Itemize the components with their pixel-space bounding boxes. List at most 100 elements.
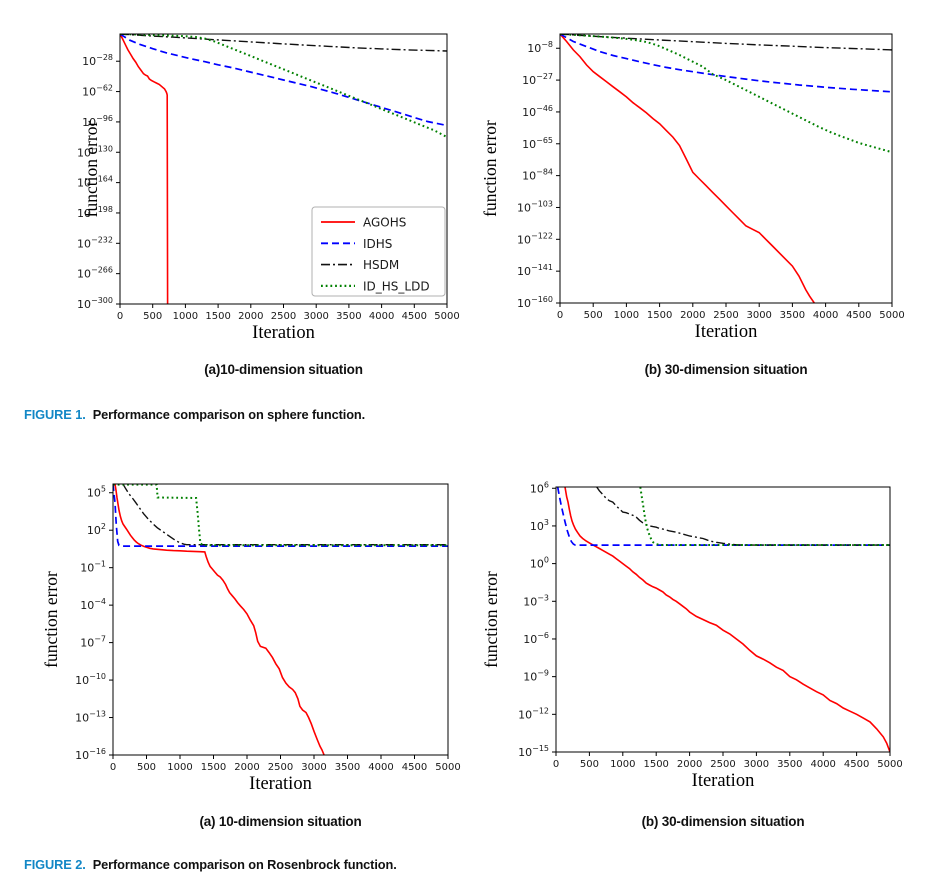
y-tick-label: 10−27 [522,72,553,87]
y-tick-label: 10−65 [522,136,553,151]
series-IDHS-line [120,34,447,127]
legend: AGOHS IDHS HSDM ID_HS_LDD [311,206,446,297]
x-tick-label: 4000 [810,759,835,770]
series-HSDM-line [596,487,890,546]
x-tick-label: 1500 [643,759,668,770]
series-ID_HS_LDD-line [120,34,447,138]
series-IDHS-line [560,34,892,93]
x-tick-label: 4000 [813,310,838,321]
series-AGOHS-line [560,34,815,303]
legend-box [311,206,446,297]
x-tick-label: 0 [110,762,116,773]
y-tick-label: 102 [87,522,106,537]
subcaption-fig1-a: (a)10-dimension situation [204,362,363,377]
x-tick-label: 1500 [647,310,672,321]
y-axis-label: function error [41,571,61,668]
series-HSDM-line [120,34,447,52]
x-tick-label: 4000 [369,311,394,322]
x-tick-label: 4500 [402,762,427,773]
figure1-caption-text: Performance comparison on sphere functio… [92,407,366,422]
x-axis-label: Iteration [249,774,312,794]
subcaption-fig1-b: (b) 30-dimension situation [644,362,808,377]
x-tick-label: 500 [584,310,603,321]
y-tick-label: 103 [530,518,549,533]
x-tick-label: 3000 [746,310,771,321]
legend-label-AGOHS: AGOHS [363,216,406,230]
y-tick-label: 106 [530,480,549,495]
y-tick-label: 10−300 [77,296,113,311]
x-axis-label: Iteration [695,322,758,342]
x-tick-label: 2500 [710,759,735,770]
x-tick-label: 2000 [680,310,705,321]
y-tick-label: 105 [87,485,106,500]
chart-rosenbrock-30d: 106 103 100 10−3 10−6 10−9 10−12 10−15 0 500 1000 1… [481,480,903,791]
series-HSDM-line [560,34,892,51]
y-axis-label: function error [481,571,501,668]
figure2-caption-text: Performance comparison on Rosenbrock fun… [92,857,397,872]
x-tick-label: 500 [143,311,162,322]
y-tick-label: 10−141 [517,263,553,278]
x-tick-label: 5000 [434,311,459,322]
x-tick-label: 2000 [238,311,263,322]
x-axis-label: Iteration [252,323,315,343]
y-axis-label: function error [480,120,500,217]
series-ID_HS_LDD-line [639,487,890,546]
x-tick-label: 4000 [368,762,393,773]
x-tick-label: 3000 [301,762,326,773]
legend-label-IDHS: IDHS [363,237,392,251]
x-tick-label: 500 [580,759,599,770]
y-tick-label: 10−103 [517,199,553,214]
chart-rosenbrock-10d: 105 102 10−1 10−4 10−7 10−10 10−13 10−16 0 500 100… [41,483,461,794]
subcaption-fig2-b: (b) 30-dimension situation [641,814,805,829]
chart-sphere-30d: 10−8 10−27 10−46 10−65 10−84 10−103 10−122 10−1… [480,33,905,342]
y-tick-label: 10−46 [522,104,553,119]
figure2-caption-label: FIGURE 2. [24,857,86,872]
axes-box [555,486,891,753]
axes-box [112,483,449,756]
x-tick-label: 4500 [846,310,871,321]
legend-label-HSDM: HSDM [363,258,399,272]
x-tick-label: 4500 [402,311,427,322]
figure2-caption: FIGURE 2. Performance comparison on Rosen… [24,857,397,872]
x-tick-label: 2000 [677,759,702,770]
x-tick-label: 1500 [201,762,226,773]
x-tick-label: 1000 [614,310,639,321]
x-tick-label: 4500 [844,759,869,770]
series-AGOHS-line [564,487,890,752]
x-tick-label: 3500 [780,310,805,321]
x-tick-label: 1000 [610,759,635,770]
x-tick-label: 3000 [744,759,769,770]
y-tick-label: 10−160 [517,295,553,310]
series-AGOHS-line [120,34,169,304]
y-tick-label: 10−3 [523,593,549,608]
x-tick-label: 5000 [435,762,460,773]
x-tick-label: 1000 [167,762,192,773]
subcaption-fig2-a: (a) 10-dimension situation [199,814,362,829]
x-tick-label: 3500 [335,762,360,773]
x-axis-label: Iteration [692,771,755,791]
plot-area [556,487,890,752]
y-tick-label: 10−232 [77,235,113,250]
x-tick-label: 2500 [713,310,738,321]
y-tick-label: 10−15 [518,744,549,759]
x-tick-label: 5000 [879,310,904,321]
x-tick-label: 2500 [268,762,293,773]
x-tick-label: 3500 [336,311,361,322]
x-tick-label: 0 [557,310,563,321]
plot-area [113,484,448,755]
y-tick-label: 100 [530,556,549,571]
y-tick-label: 10−12 [518,706,549,721]
y-tick-label: 10−13 [75,710,106,725]
y-tick-label: 10−122 [517,231,553,246]
y-tick-label: 10−62 [82,84,113,99]
series-ID_HS_LDD-line [113,484,448,547]
y-tick-label: 10−1 [80,560,106,575]
x-tick-label: 5000 [877,759,902,770]
y-tick-label: 10−4 [80,597,106,612]
x-tick-label: 3500 [777,759,802,770]
y-tick-label: 10−28 [82,53,113,68]
x-tick-label: 500 [137,762,156,773]
x-tick-label: 1500 [205,311,230,322]
x-tick-label: 2500 [271,311,296,322]
plot-area [560,34,892,303]
